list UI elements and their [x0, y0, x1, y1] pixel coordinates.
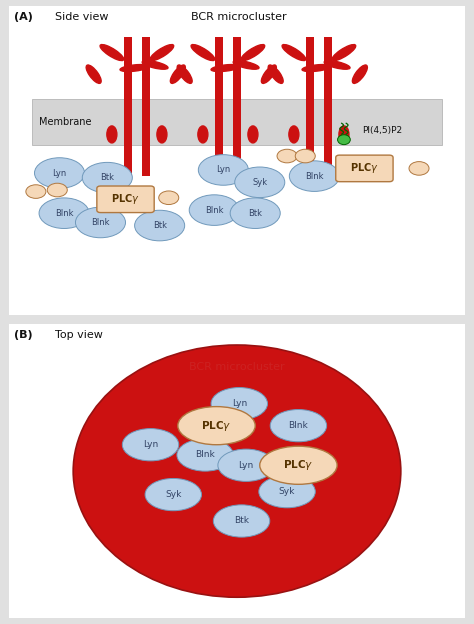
Bar	[215, 37, 223, 176]
Text: Side view: Side view	[55, 12, 109, 22]
Text: (B): (B)	[14, 330, 33, 340]
Text: Syk: Syk	[165, 490, 182, 499]
Ellipse shape	[178, 407, 255, 445]
FancyBboxPatch shape	[9, 324, 465, 618]
Ellipse shape	[100, 44, 124, 61]
Ellipse shape	[230, 198, 280, 228]
Ellipse shape	[82, 162, 132, 193]
Ellipse shape	[75, 207, 126, 238]
Ellipse shape	[324, 61, 350, 69]
Ellipse shape	[150, 44, 174, 61]
Ellipse shape	[235, 167, 285, 198]
Text: PLC$\gamma$: PLC$\gamma$	[201, 419, 232, 432]
Ellipse shape	[339, 126, 349, 143]
Bar	[142, 37, 150, 176]
Ellipse shape	[213, 505, 270, 537]
Text: Blnk: Blnk	[305, 172, 324, 180]
Text: PLC$\gamma$: PLC$\gamma$	[283, 458, 314, 472]
Text: Syk: Syk	[279, 487, 295, 496]
Bar	[324, 37, 332, 176]
Ellipse shape	[260, 446, 337, 484]
Bar	[124, 37, 132, 176]
Ellipse shape	[302, 64, 331, 72]
Ellipse shape	[241, 44, 265, 61]
Text: Top view: Top view	[55, 330, 103, 340]
Ellipse shape	[211, 64, 240, 72]
Ellipse shape	[277, 149, 297, 163]
Text: Btk: Btk	[100, 173, 114, 182]
Ellipse shape	[270, 409, 327, 442]
Ellipse shape	[86, 65, 101, 84]
Text: BCR microcluster: BCR microcluster	[189, 362, 285, 372]
Text: Btk: Btk	[234, 517, 249, 525]
Ellipse shape	[218, 449, 274, 481]
Ellipse shape	[39, 198, 89, 228]
Text: Syk: Syk	[252, 178, 267, 187]
Ellipse shape	[409, 162, 429, 175]
Ellipse shape	[135, 210, 185, 241]
Ellipse shape	[198, 126, 208, 143]
Text: BCR microcluster: BCR microcluster	[191, 12, 287, 22]
Ellipse shape	[177, 65, 192, 84]
Ellipse shape	[145, 479, 201, 510]
Text: Membrane: Membrane	[39, 117, 91, 127]
Ellipse shape	[47, 183, 67, 197]
Text: Blnk: Blnk	[91, 218, 110, 227]
Text: (A): (A)	[14, 12, 33, 22]
Text: PLC$\gamma$: PLC$\gamma$	[350, 162, 379, 175]
Bar	[306, 37, 314, 176]
FancyBboxPatch shape	[336, 155, 393, 182]
Ellipse shape	[268, 65, 283, 84]
Text: Lyn: Lyn	[216, 165, 230, 175]
Text: Blnk: Blnk	[195, 451, 215, 459]
Text: PI(4,5)P2: PI(4,5)P2	[362, 126, 402, 135]
Text: Lyn: Lyn	[238, 461, 254, 470]
Ellipse shape	[289, 126, 299, 143]
Ellipse shape	[211, 388, 267, 420]
Text: Lyn: Lyn	[53, 168, 67, 178]
Ellipse shape	[170, 65, 185, 84]
Ellipse shape	[120, 64, 149, 72]
Ellipse shape	[261, 65, 276, 84]
Text: Blnk: Blnk	[205, 205, 224, 215]
Text: Blnk: Blnk	[55, 208, 73, 218]
Text: Blnk: Blnk	[289, 421, 308, 430]
Ellipse shape	[107, 126, 117, 143]
Ellipse shape	[337, 135, 350, 145]
Ellipse shape	[159, 191, 179, 205]
Ellipse shape	[332, 44, 356, 61]
Ellipse shape	[73, 345, 401, 597]
Ellipse shape	[177, 439, 233, 471]
FancyBboxPatch shape	[97, 186, 154, 213]
Bar	[233, 37, 241, 176]
Text: Btk: Btk	[153, 221, 167, 230]
Text: Lyn: Lyn	[232, 399, 247, 408]
Ellipse shape	[352, 65, 367, 84]
Ellipse shape	[248, 126, 258, 143]
FancyBboxPatch shape	[9, 6, 465, 315]
Ellipse shape	[259, 475, 315, 508]
Ellipse shape	[233, 61, 259, 69]
Ellipse shape	[198, 155, 248, 185]
Ellipse shape	[142, 61, 168, 69]
Ellipse shape	[35, 158, 84, 188]
Ellipse shape	[282, 44, 306, 61]
Ellipse shape	[289, 161, 339, 192]
Ellipse shape	[191, 44, 215, 61]
Ellipse shape	[157, 126, 167, 143]
Ellipse shape	[295, 149, 315, 163]
Text: Btk: Btk	[248, 208, 262, 218]
Ellipse shape	[189, 195, 239, 225]
Text: Lyn: Lyn	[143, 440, 158, 449]
Bar	[32, 99, 442, 145]
Text: PLC$\gamma$: PLC$\gamma$	[111, 192, 140, 207]
Ellipse shape	[122, 429, 179, 461]
Ellipse shape	[26, 185, 46, 198]
